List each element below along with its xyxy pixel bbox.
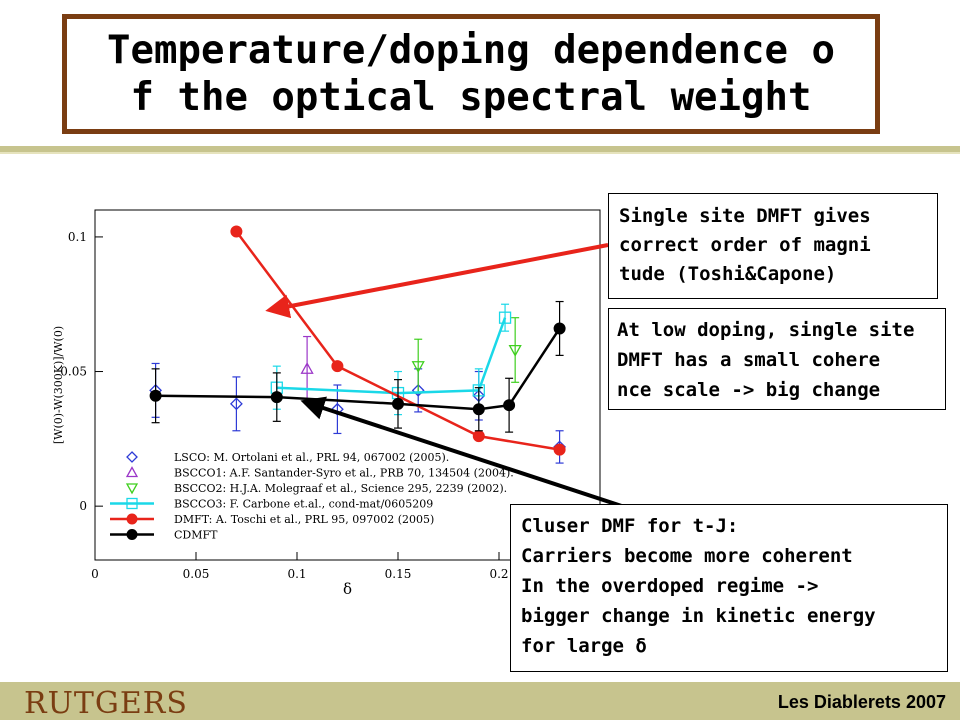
data-point <box>498 311 512 324</box>
data-point <box>553 322 566 335</box>
legend-marker <box>126 513 138 525</box>
note1-line: Single site DMFT gives <box>619 205 871 227</box>
legend-label: BSCCO3: F. Carbone et.al., cond-mat/0605… <box>174 498 433 511</box>
legend-label: BSCCO2: H.J.A. Molegraaf et al., Science… <box>174 482 507 495</box>
x-tick-label: 0.2 <box>489 567 508 581</box>
arrow-note1 <box>265 243 609 319</box>
x-tick-label: 0.15 <box>385 567 412 581</box>
series-line <box>276 317 507 395</box>
y-axis-label: [W(0)-W(300K)]/W(0) <box>52 326 65 444</box>
y-tick-label: 0.05 <box>60 365 87 379</box>
series-circle <box>149 300 566 433</box>
data-point <box>229 397 243 411</box>
data-point <box>300 362 314 374</box>
note-cluster-dmft: Cluser DMF for t-J: Carriers become more… <box>510 504 948 672</box>
y-tick-label: 0 <box>79 499 87 513</box>
note-low-doping: At low doping, single site DMFT has a sm… <box>608 308 946 410</box>
data-point <box>411 383 425 397</box>
note-single-site-dmft: Single site DMFT gives correct order of … <box>608 193 938 299</box>
note2-line: DMFT has a small cohere <box>617 349 881 371</box>
note3-line: Carriers become more coherent <box>521 545 853 567</box>
footer-bar: RUTGERS Les Diablerets 2007 <box>0 682 960 721</box>
data-point <box>411 361 425 373</box>
series-triangle-down <box>411 317 522 394</box>
legend-marker <box>126 529 138 540</box>
note3-line: In the overdoped regime -> <box>521 575 819 597</box>
data-point <box>230 225 243 238</box>
slide-title: Temperature/doping dependence o f the op… <box>107 28 835 120</box>
legend-label: LSCO: M. Ortolani et al., PRL 94, 067002… <box>174 451 449 464</box>
series-line <box>155 327 561 411</box>
note3-line: bigger change in kinetic energy <box>521 605 876 627</box>
x-tick-label: 0.05 <box>183 567 210 581</box>
note2-line: nce scale -> big change <box>617 379 881 401</box>
data-point <box>392 397 404 410</box>
legend-label: CDMFT <box>174 529 218 542</box>
rutgers-logo: RUTGERS <box>24 686 188 721</box>
data-point <box>503 399 516 412</box>
series-triangle <box>300 335 314 402</box>
series-diamond <box>149 362 567 464</box>
note1-line: tude (Toshi&Capone) <box>619 263 837 285</box>
data-point <box>149 389 162 402</box>
x-tick-label: 0.1 <box>287 567 306 581</box>
data-point <box>553 443 566 456</box>
note2-line: At low doping, single site <box>617 319 915 341</box>
decorative-bar <box>0 146 960 154</box>
legend-marker <box>125 466 139 478</box>
y-tick-label: 0.1 <box>68 230 87 244</box>
legend-marker <box>125 483 139 495</box>
data-point <box>472 430 485 443</box>
note3-line: Cluser DMF for t-J: <box>521 515 739 537</box>
plot-frame <box>94 209 601 561</box>
data-point <box>472 403 485 416</box>
legend-label: DMFT: A. Toschi et al., PRL 95, 097002 (… <box>174 513 434 526</box>
title-box: Temperature/doping dependence o f the op… <box>62 14 880 134</box>
legend-marker <box>126 497 138 510</box>
data-point <box>331 360 344 373</box>
data-point <box>270 391 283 404</box>
data-point <box>508 344 522 357</box>
conference-label: Les Diablerets 2007 <box>777 692 946 712</box>
legend-label: BSCCO1: A.F. Santander-Syro et al., PRB … <box>174 467 514 480</box>
decorative-bar-highlight <box>0 152 960 154</box>
arrow-note3 <box>300 396 641 514</box>
note1-line: correct order of magni <box>619 234 871 256</box>
legend-marker <box>126 451 138 463</box>
x-axis-label: δ <box>343 580 352 598</box>
x-tick-label: 0 <box>91 567 99 581</box>
note3-line: for large δ <box>521 635 647 657</box>
